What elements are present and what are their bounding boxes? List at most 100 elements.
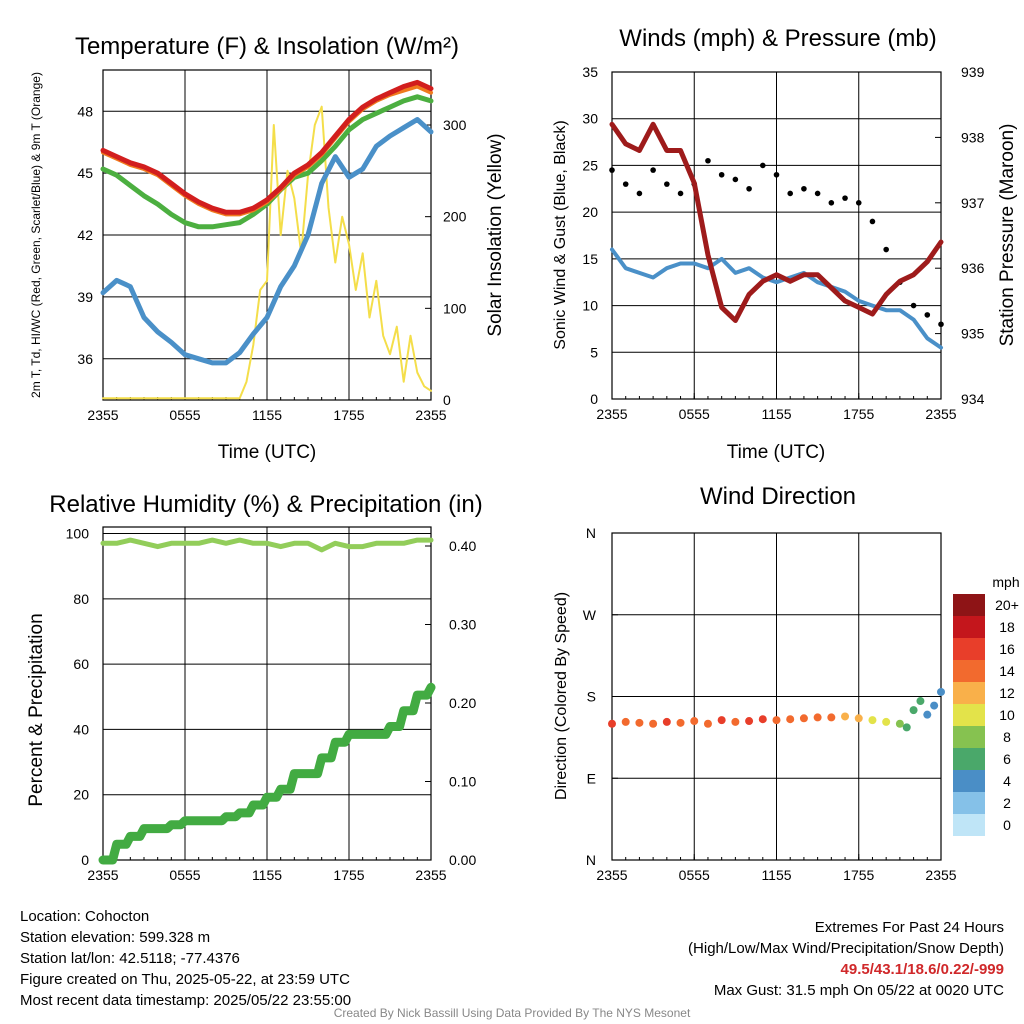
gust-point: [842, 195, 848, 201]
y2-tick-label: 936: [961, 260, 985, 276]
direction-point: [799, 714, 808, 723]
gust-point: [883, 246, 889, 253]
direction-point: [731, 717, 740, 726]
rh-series-line: [100, 537, 434, 553]
direction-point: [930, 701, 939, 710]
y-tick-label: 5: [590, 344, 598, 360]
y2-tick-label: 0.00: [449, 852, 476, 868]
gust-point: [869, 218, 876, 225]
precip-series-line: [98, 682, 436, 865]
y-tick-label: 10: [582, 298, 598, 314]
colorbar-label: 8: [1003, 729, 1011, 745]
x-tick-label: 1755: [843, 406, 874, 422]
x-tick-label: 1755: [333, 867, 364, 883]
y2-tick-label: 934: [961, 391, 985, 407]
x-tick-label: 2355: [415, 407, 446, 423]
x-tick-label: 1155: [252, 407, 282, 423]
gust-point: [938, 321, 944, 328]
direction-point: [635, 718, 644, 727]
direction-point: [854, 714, 863, 723]
y-axis-label: Sonic Wind & Gust (Blue, Black): [552, 120, 569, 349]
direction-point: [772, 716, 781, 725]
colorbar-swatch: [953, 792, 985, 814]
y2-tick-label: 937: [961, 195, 985, 211]
gust-point: [801, 185, 807, 192]
y-tick-label: 45: [77, 165, 93, 181]
y2-tick-label: 935: [961, 326, 985, 342]
colorbar-swatch: [953, 814, 985, 836]
gust-point: [759, 162, 766, 169]
gust-point: [773, 171, 780, 178]
y-tick-label: 15: [582, 251, 598, 267]
dewpoint-series-line: [100, 117, 434, 366]
y2-tick-label: 0.20: [449, 695, 476, 711]
y-tick-label: 30: [582, 111, 598, 127]
y-tick-label: N: [586, 525, 596, 541]
direction-point: [827, 713, 836, 722]
recent-timestamp: Most recent data timestamp: 2025/05/22 2…: [20, 992, 352, 1009]
x-tick-label: 2355: [925, 406, 956, 422]
gust-point: [705, 157, 711, 164]
extremes-subtitle: (High/Low/Max Wind/Precipitation/Snow De…: [688, 940, 1004, 957]
y-axis-label: Direction (Colored By Speed): [553, 592, 570, 800]
x-tick-label: 0555: [169, 407, 200, 423]
y-tick-label: 20: [73, 787, 89, 803]
y2-tick-label: 0.40: [449, 538, 476, 554]
x-tick-label: 2355: [925, 867, 956, 883]
extremes-title: Extremes For Past 24 Hours: [814, 919, 1004, 936]
y2-axis-label: Station Pressure (Maroon): [997, 124, 1018, 347]
gust-point: [910, 302, 917, 309]
y-tick-label: N: [586, 852, 596, 868]
direction-point: [909, 706, 918, 715]
y-tick-label: W: [583, 607, 597, 623]
y2-tick-label: 939: [961, 64, 985, 80]
y-tick-label: 100: [66, 526, 90, 542]
colorbar-label: 4: [1003, 773, 1011, 789]
gust-point: [732, 176, 739, 183]
direction-point: [902, 723, 911, 732]
y-axis-label: Percent & Precipitation: [26, 613, 47, 806]
colorbar-swatch: [953, 660, 985, 682]
colorbar-swatch: [953, 704, 985, 726]
station-latlon: Station lat/lon: 42.5118; -77.4376: [20, 950, 240, 967]
gust-point: [855, 200, 862, 206]
y-tick-label: 80: [73, 591, 89, 607]
station-location: Location: Cohocton: [20, 908, 150, 925]
colorbar-label: 2: [1003, 795, 1011, 811]
direction-point: [745, 717, 754, 726]
direction-point: [621, 717, 630, 726]
colorbar-swatch: [953, 594, 985, 616]
colorbar-label: 20+: [995, 597, 1019, 613]
direction-point: [813, 713, 822, 722]
x-tick-label: 0555: [679, 406, 710, 422]
x-axis-label: Time (UTC): [218, 442, 317, 463]
chart-title: Temperature (F) & Insolation (W/m²): [75, 33, 459, 60]
y-tick-label: 0: [590, 391, 598, 407]
y2-tick-label: 0: [443, 392, 451, 408]
gust-point: [664, 181, 670, 187]
y2-tick-label: 200: [443, 209, 467, 225]
colorbar-label: 18: [999, 619, 1015, 635]
x-tick-label: 2355: [87, 407, 118, 423]
temperature-panel: 2355 0555 1155 1755 2355 36 39 42 45 48 0 100 200 300…: [29, 33, 506, 463]
x-tick-label: 1755: [843, 867, 874, 883]
colorbar-swatch: [953, 726, 985, 748]
direction-point: [703, 719, 712, 728]
direction-point: [923, 710, 932, 719]
x-tick-label: 2355: [596, 406, 627, 422]
y-tick-label: 0: [81, 852, 89, 868]
x-tick-label: 2355: [596, 867, 627, 883]
direction-point: [662, 717, 671, 726]
y2-tick-label: 100: [443, 300, 467, 316]
station-elevation: Station elevation: 599.328 m: [20, 929, 211, 946]
humidity-precip-panel: 2355 0555 1155 1755 23550204060801000.000.10…: [26, 491, 483, 883]
gust-point: [746, 185, 752, 192]
colorbar-swatch: [953, 638, 985, 660]
gust-point: [718, 171, 725, 178]
gust-point: [677, 190, 684, 197]
direction-point: [882, 717, 891, 726]
gust-point: [650, 167, 656, 173]
x-tick-label: 1155: [761, 867, 791, 883]
colorbar-label: 14: [999, 663, 1015, 679]
direction-point: [868, 716, 877, 725]
